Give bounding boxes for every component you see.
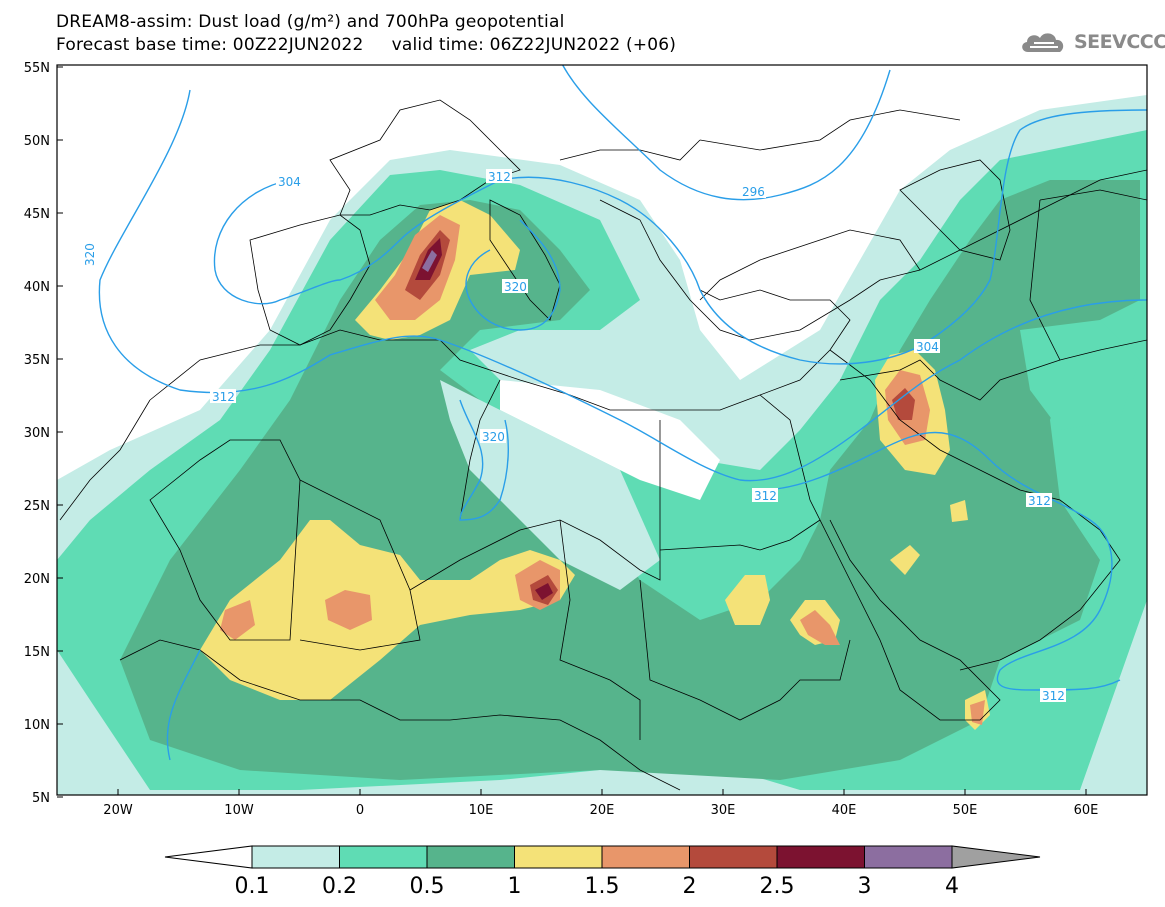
contour-label: 312	[1028, 494, 1051, 508]
lat-label: 30N	[24, 426, 50, 441]
contour-label: 304	[278, 175, 301, 189]
colorbar-tick-label: 2	[683, 874, 697, 899]
dust-field-layer	[57, 65, 1147, 795]
colorbar-swatch	[689, 845, 778, 869]
colorbar-tick-label: 1.5	[585, 874, 620, 899]
lon-label: 10E	[469, 803, 494, 818]
colorbar-swatch	[514, 845, 603, 869]
contour-label: 312	[212, 390, 235, 404]
contour-label: 312	[488, 170, 511, 184]
colorbar-over-triangle	[951, 845, 1041, 869]
colorbar-swatch	[864, 845, 953, 869]
colorbar-swatch	[426, 845, 515, 869]
map-title: DREAM8-assim: Dust load (g/m²) and 700hP…	[56, 12, 565, 32]
contour-label: 320	[482, 430, 505, 444]
contour-label: 304	[916, 340, 939, 354]
longitude-axis: 20W 10W 0 10E 20E 30E 40E 50E 60E	[103, 789, 1098, 818]
contour-label: 320	[83, 243, 97, 266]
contour-label: 312	[1042, 689, 1065, 703]
lon-label: 0	[356, 803, 364, 818]
lat-label: 45N	[24, 207, 50, 222]
colorbar-swatch	[339, 845, 428, 869]
colorbar-swatch	[776, 845, 865, 869]
lat-label: 15N	[24, 645, 50, 660]
contour-labels: 304 312 320 296 312 320 304 312 312 312 …	[83, 169, 1066, 703]
logo-text: SEEVCCC	[1074, 31, 1165, 53]
lon-label: 60E	[1074, 803, 1099, 818]
lat-label: 55N	[24, 61, 50, 76]
coastlines	[59, 99, 1147, 791]
map-subtitle: Forecast base time: 00Z22JUN2022 valid t…	[56, 35, 677, 55]
lat-label: 50N	[24, 134, 50, 149]
lat-label: 20N	[24, 572, 50, 587]
latitude-axis: 55N 50N 45N 40N 35N 30N 25N 20N 15N 10N 5N	[24, 61, 63, 806]
colorbar-swatch	[601, 845, 690, 869]
lat-label: 10N	[24, 718, 50, 733]
colorbar-tick-label: 3	[858, 874, 872, 899]
colorbar-tick-label: 0.2	[322, 874, 357, 899]
contour-label: 320	[504, 280, 527, 294]
colorbar-tick-label: 1	[508, 874, 522, 899]
lon-label: 20W	[103, 803, 133, 818]
lon-label: 10W	[224, 803, 254, 818]
dust-level-1	[200, 520, 575, 700]
lon-label: 20E	[590, 803, 615, 818]
lat-label: 35N	[24, 353, 50, 368]
lon-label: 30E	[711, 803, 736, 818]
colorbar: 0.1 0.2 0.5 1 1.5 2 2.5 3 4	[164, 845, 1041, 899]
colorbar-tick-label: 2.5	[760, 874, 795, 899]
lat-label: 40N	[24, 280, 50, 295]
cloud-logo-icon	[1022, 33, 1064, 52]
colorbar-swatch	[251, 845, 340, 869]
colorbar-under-triangle	[164, 845, 253, 869]
colorbar-tick-label: 4	[945, 874, 959, 899]
lat-label: 25N	[24, 499, 50, 514]
contour-label: 296	[742, 185, 765, 199]
contour-label: 312	[754, 489, 777, 503]
colorbar-tick-label: 0.1	[235, 874, 270, 899]
colorbar-tick-label: 0.5	[410, 874, 445, 899]
lat-label: 5N	[32, 791, 50, 806]
lon-label: 40E	[832, 803, 857, 818]
geopotential-contours	[98, 65, 1147, 761]
lon-label: 50E	[953, 803, 978, 818]
seevccc-logo: SEEVCCC	[1018, 28, 1165, 56]
